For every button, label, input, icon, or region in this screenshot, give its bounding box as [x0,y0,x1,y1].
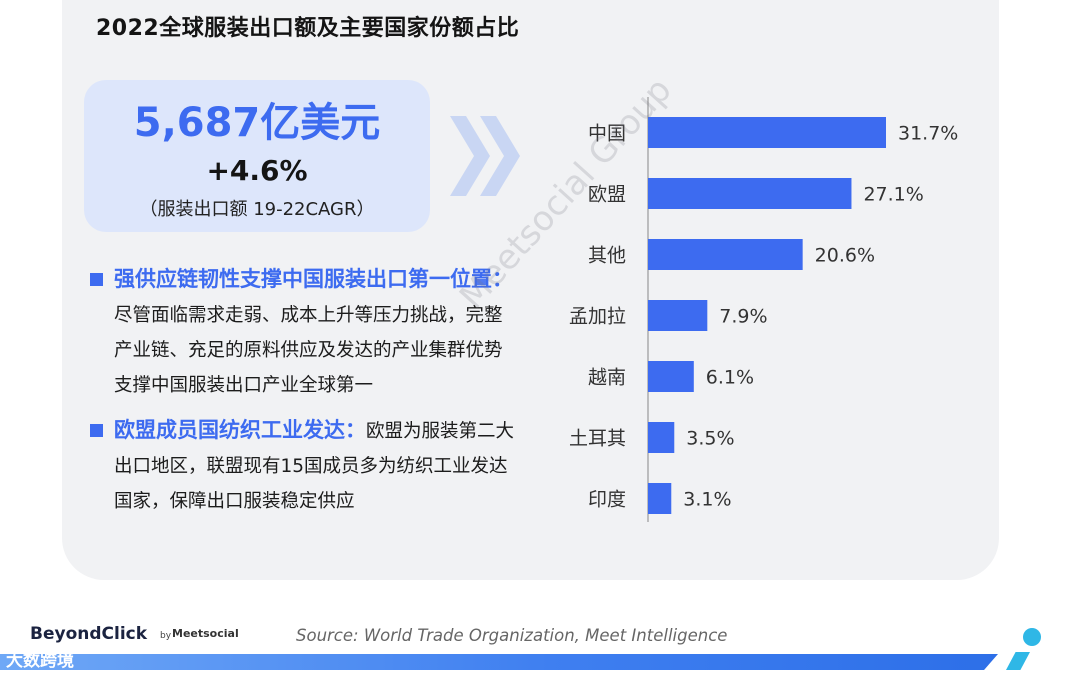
value-label: 20.6% [815,245,875,267]
category-label: 孟加拉 [569,306,626,328]
share-bar-chart: 中国 31.7% 欧盟 27.1% 其他 20.6% 孟加拉 7.9% 越南 6.1% 土耳其 3.5… [569,97,958,522]
accent-dot-icon [1023,628,1041,646]
bar [648,483,672,514]
category-label: 欧盟 [588,184,626,206]
category-label: 中国 [588,123,626,145]
category-label: 土耳其 [569,428,626,450]
corner-watermark: 大数跨境 [6,651,74,671]
value-label: 6.1% [706,367,754,389]
value-label: 27.1% [863,184,923,206]
key-point-heading: 强供应链韧性支撑中国服装出口第一位置： [114,267,513,291]
hero-growth: +4.6% [206,154,308,187]
value-label: 3.1% [683,489,731,511]
key-point: 欧盟成员国纺织工业发达：欧盟为服装第二大出口地区，联盟现有15国成员多为纺织工业… [88,413,518,519]
bar [648,239,803,270]
bar [648,300,708,331]
bar [648,117,886,148]
bar [648,178,852,209]
source-note: Source: World Trade Organization, Meet I… [296,626,728,645]
accent-slash-icon [1006,652,1030,670]
logo-by-text: by [160,631,172,641]
value-label: 31.7% [898,123,958,145]
key-points: 强供应链韧性支撑中国服装出口第一位置： 尽管面临需求走弱、成本上升等压力挑战，完整… [88,262,518,529]
hero-total: 5,687亿美元 [133,100,381,146]
page-title: 2022全球服装出口额及主要国家份额占比 [96,16,520,41]
double-chevron-icon [450,116,520,196]
category-label: 越南 [588,367,626,389]
footer-stripe [0,654,998,670]
key-point-text: 尽管面临需求走弱、成本上升等压力挑战，完整产业链、充足的原料供应及发达的产业集群… [114,305,503,396]
bar [648,422,675,453]
meetsocial-logo: Meetsocial [172,627,239,640]
key-point-text: 欧盟为服装第二大出口地区，联盟现有15国成员多为纺织工业发达国家，保障出口服装稳… [114,421,515,512]
square-bullet-icon [90,273,103,286]
category-label: 印度 [588,489,626,511]
square-bullet-icon [90,424,103,437]
beyondclick-logo: BeyondClick [30,624,148,644]
key-point: 强供应链韧性支撑中国服装出口第一位置： 尽管面临需求走弱、成本上升等压力挑战，完整… [88,262,518,403]
key-point-heading: 欧盟成员国纺织工业发达： [114,418,366,442]
value-label: 7.9% [719,306,767,328]
value-label: 3.5% [686,428,734,450]
hero-note: （服装出口额 19-22CAGR） [139,199,375,220]
category-label: 其他 [588,245,626,267]
bar [648,361,694,392]
hero-box: 5,687亿美元 +4.6% （服装出口额 19-22CAGR） [84,80,430,232]
